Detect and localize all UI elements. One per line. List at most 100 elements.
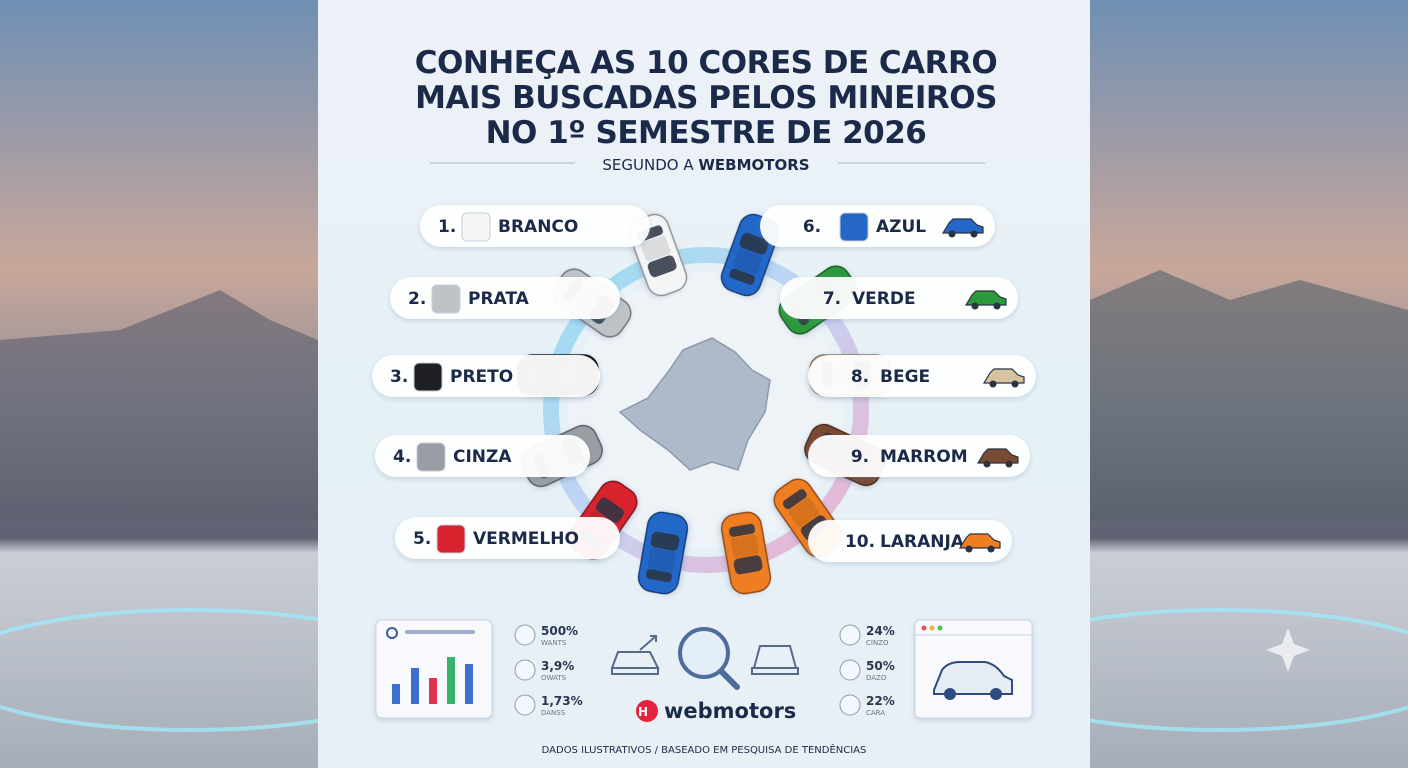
rank-pill: [808, 435, 1030, 477]
wheel: [983, 460, 991, 468]
stat-value: 500%: [541, 624, 578, 638]
rank-number: 3.: [390, 367, 408, 387]
rank-number: 9.: [851, 447, 869, 467]
car-roof: [640, 235, 671, 262]
rank-number: 6.: [803, 217, 821, 237]
stat-value: 22%: [866, 694, 895, 708]
deco-bar: [447, 657, 455, 704]
stat-icon: [514, 694, 536, 716]
stat-label: DANSS: [541, 709, 566, 717]
ranking: 1. BRANCO 2. PRATA 3. PRETO 4. CINZA 5. VERMELHO 6…: [372, 205, 1036, 562]
title-line: MAIS BUSCADAS PELOS MINEIROS: [415, 80, 997, 116]
color-swatch: [839, 212, 869, 242]
car-windshield: [733, 555, 763, 575]
color-car-icon: [941, 218, 984, 234]
car-roof: [730, 534, 759, 558]
wheel: [1005, 460, 1013, 468]
deco-bar: [465, 664, 473, 704]
stat-icon: [839, 659, 861, 681]
search-icon: [386, 627, 398, 639]
wheel: [970, 230, 978, 238]
stat-icon: [839, 624, 861, 646]
color-name: BRANCO: [498, 217, 578, 237]
color-name: PRETO: [450, 367, 513, 387]
window-dot: [929, 625, 935, 631]
rank-number: 4.: [393, 447, 411, 467]
color-name: MARROM: [880, 447, 968, 467]
rank-pill: [760, 205, 995, 247]
deco-bar: [411, 668, 419, 704]
wheel: [1011, 380, 1019, 388]
brand-logo-glyph: H: [638, 705, 648, 719]
car-rear-window: [728, 523, 756, 537]
car-roof: [647, 548, 676, 572]
car-icon: [610, 651, 660, 675]
color-car-icon: [964, 290, 1007, 306]
stat-value: 50%: [866, 659, 895, 673]
car-windshield: [595, 497, 624, 523]
deco-bar: [429, 678, 437, 704]
magnifier-handle: [718, 668, 740, 690]
wheel: [987, 545, 995, 553]
brand: webmotors: [664, 699, 796, 723]
ring: [543, 247, 869, 573]
color-name: VERMELHO: [473, 529, 579, 549]
search-bar: [405, 630, 475, 634]
stat-value: 1,73%: [541, 694, 583, 708]
rank-number: 5.: [413, 529, 431, 549]
stat-label: DAZO: [866, 674, 887, 682]
stat-label: CARA: [866, 709, 885, 717]
color-name: CINZA: [453, 447, 512, 467]
map-minas-gerais: [618, 337, 771, 471]
color-swatch: [461, 212, 491, 242]
mountains-left: [0, 290, 318, 520]
wheel: [965, 545, 973, 553]
car-rear-window: [729, 268, 755, 285]
wheel: [989, 380, 997, 388]
car: [637, 511, 689, 595]
stat-label: OWATS: [541, 674, 567, 682]
chart-card: [375, 619, 493, 719]
car-roof: [732, 248, 763, 275]
car: [720, 511, 772, 595]
color-car-icon: [976, 448, 1019, 464]
title-line: CONHEÇA AS 10 CORES DE CARRO: [415, 45, 998, 81]
car-icon: [751, 645, 799, 675]
mountains-right: [1090, 270, 1408, 520]
stat-icon: [514, 624, 536, 646]
car-windshield: [650, 531, 680, 551]
wheel: [948, 230, 956, 238]
subtitle-prefix: SEGUNDO A: [602, 156, 694, 174]
deco-bar: [392, 684, 400, 704]
color-swatch: [413, 362, 443, 392]
color-swatch: [436, 524, 466, 554]
stats-left: 500%WANTS 3,9%OWATS 1,73%DANSS: [514, 624, 583, 717]
car-rear-window: [782, 489, 807, 510]
stat-icon: [839, 694, 861, 716]
wheel: [993, 302, 1001, 310]
wheel: [990, 688, 1002, 700]
car-roof: [788, 497, 820, 527]
footer: DADOS ILUSTRATIVOS / BASEADO EM PESQUISA…: [542, 743, 867, 756]
rank-pill: [808, 520, 1012, 562]
color-name: PRATA: [468, 289, 530, 309]
color-name: LARANJA: [880, 532, 965, 552]
rank-number: 7.: [823, 289, 841, 309]
color-swatch: [431, 284, 461, 314]
rank-pill: [780, 277, 1018, 319]
stat-label: CINZO: [866, 639, 889, 647]
wheel: [944, 688, 956, 700]
car-rear-window: [645, 569, 673, 583]
rank-number: 10.: [845, 532, 875, 552]
subtitle: SEGUNDO A WEBMOTORS: [602, 156, 809, 174]
stat-icon: [514, 659, 536, 681]
brand-logo-icon: [636, 700, 658, 722]
trend-icon: [639, 635, 657, 651]
stat-value: 3,9%: [541, 659, 574, 673]
wheel: [971, 302, 979, 310]
color-car-icon: [958, 533, 1001, 549]
window-dot: [937, 625, 943, 631]
color-name: VERDE: [852, 289, 916, 309]
stat-value: 24%: [866, 624, 895, 638]
